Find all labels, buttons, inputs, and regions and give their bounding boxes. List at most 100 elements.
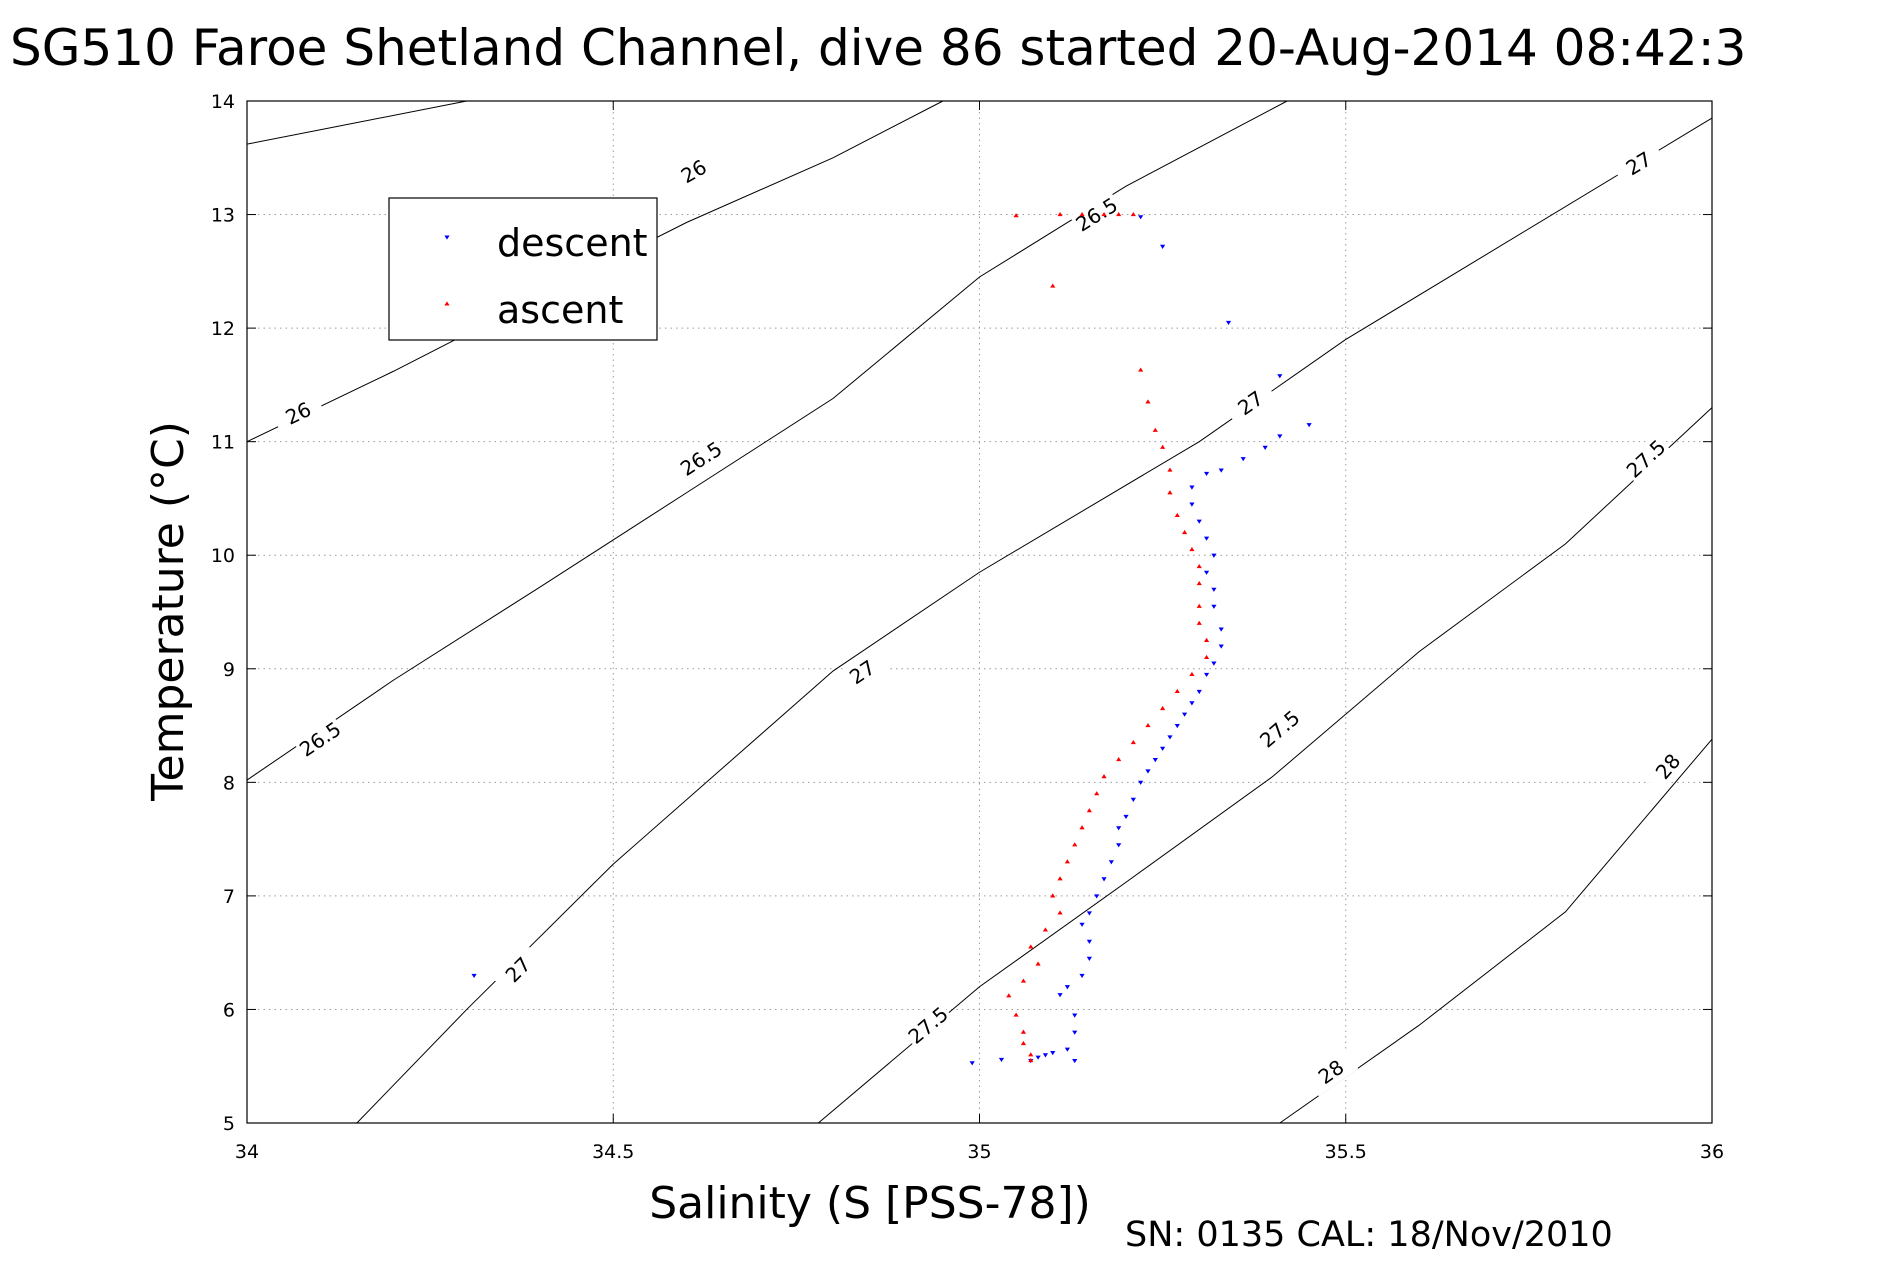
legend-triangle-up (444, 301, 450, 306)
ascent-point (1160, 444, 1166, 449)
descent-point (1064, 1047, 1070, 1052)
descent-point (1057, 993, 1063, 998)
contour-label-bg (293, 714, 348, 764)
descent-point (1189, 485, 1195, 490)
descent-point (1050, 1051, 1056, 1056)
contour-line-26 (246, 100, 467, 145)
ascent-point (1203, 654, 1210, 659)
descent-point (969, 1061, 975, 1066)
ascent-point (1196, 603, 1202, 608)
descent-point (1108, 860, 1114, 865)
ascent-point (1020, 978, 1027, 983)
descent-point (1167, 735, 1173, 740)
descent-point (1086, 911, 1092, 916)
ascent-point (1145, 722, 1151, 728)
ascent-point (1130, 211, 1136, 217)
ascent-point (1196, 563, 1202, 569)
ascent-point (1028, 1052, 1034, 1057)
y-tick-label: 14 (211, 91, 235, 113)
descent-point (1203, 672, 1210, 678)
descent-point (1072, 1013, 1078, 1018)
legend-marker-descent (444, 235, 450, 240)
descent-point (1211, 604, 1217, 609)
ascent-point (1057, 876, 1063, 881)
ascent-point (1028, 944, 1034, 949)
ascent-point (1086, 808, 1092, 813)
ascent-point (1203, 637, 1210, 642)
legend-marker-ascent (444, 301, 450, 306)
ascent-point (1050, 893, 1056, 898)
ascent-point (1174, 512, 1180, 518)
legend: descent ascent (388, 197, 658, 341)
y-tick-label: 9 (223, 659, 235, 681)
contour-label-bg (271, 391, 326, 436)
ascent-point (1028, 1057, 1034, 1063)
descent-point (1277, 374, 1283, 379)
contour-label-bg (1619, 432, 1673, 485)
legend-box (388, 197, 658, 341)
descent-point (1094, 894, 1100, 899)
ascent-point (1064, 859, 1070, 864)
ascent-point (1094, 791, 1100, 796)
contour-label-bg (491, 943, 545, 996)
descent-point (1072, 1030, 1078, 1035)
ascent-point (1130, 739, 1136, 745)
ascent-point (1116, 757, 1122, 762)
descent-point (1218, 468, 1224, 473)
x-tick-label: 35.5 (1325, 1141, 1367, 1163)
descent-point (1101, 877, 1107, 882)
ascent-point (1138, 367, 1144, 372)
ascent-point (1020, 1029, 1027, 1034)
descent-point (1152, 758, 1158, 763)
descent-point (1138, 215, 1144, 220)
legend-triangle-down (444, 235, 450, 240)
ascent-point (1101, 211, 1107, 217)
series-ascent (1006, 211, 1210, 1063)
descent-point (1189, 502, 1195, 507)
ascent-point (1079, 825, 1085, 830)
descent-point (1174, 723, 1180, 729)
descent-point (1218, 644, 1224, 649)
ascent-point (1101, 774, 1107, 779)
ascent-point (1145, 399, 1151, 404)
contour-label-bg (901, 999, 955, 1051)
y-tick-label: 7 (223, 886, 235, 908)
descent-point (1203, 570, 1210, 575)
y-tick-label: 8 (223, 772, 235, 794)
x-axis-ticks: 34 34.5 35 35.5 36 (235, 101, 1724, 1163)
x-tick-label: 34 (235, 1141, 259, 1163)
contour-label-bg (673, 434, 729, 483)
contour-label-bg (1611, 139, 1667, 187)
ascent-point (1013, 213, 1019, 218)
chart-title: SG510 Faroe Shetland Channel, dive 86 st… (10, 19, 1746, 77)
descent-point (1277, 434, 1283, 439)
data-series (471, 211, 1312, 1066)
contour-line-27 (356, 117, 1713, 1124)
descent-point (471, 973, 477, 978)
ascent-point (1006, 993, 1012, 998)
contour-line-27.5 (818, 407, 1713, 1124)
ascent-point (1020, 1040, 1027, 1046)
contour-label-bg (1069, 190, 1124, 239)
ascent-point (1196, 620, 1202, 625)
x-tick-label: 36 (1700, 1141, 1724, 1163)
descent-point (1035, 1055, 1041, 1060)
ascent-point (1079, 211, 1085, 217)
descent-point (1182, 712, 1188, 717)
descent-point (1072, 1058, 1078, 1064)
series-descent (471, 215, 1312, 1066)
descent-point (1218, 627, 1224, 632)
descent-point (1196, 689, 1202, 695)
legend-label-ascent: ascent (497, 288, 623, 332)
ascent-point (1167, 490, 1173, 495)
descent-point (1196, 519, 1202, 524)
descent-point (1079, 922, 1085, 927)
descent-point (1160, 244, 1166, 249)
y-tick-label: 6 (223, 999, 235, 1021)
y-tick-label: 10 (211, 545, 235, 567)
y-tick-label: 11 (211, 432, 235, 454)
descent-point (1086, 939, 1092, 944)
ascent-point (1050, 283, 1056, 288)
ascent-point (1072, 842, 1078, 847)
y-tick-label: 13 (211, 205, 235, 227)
